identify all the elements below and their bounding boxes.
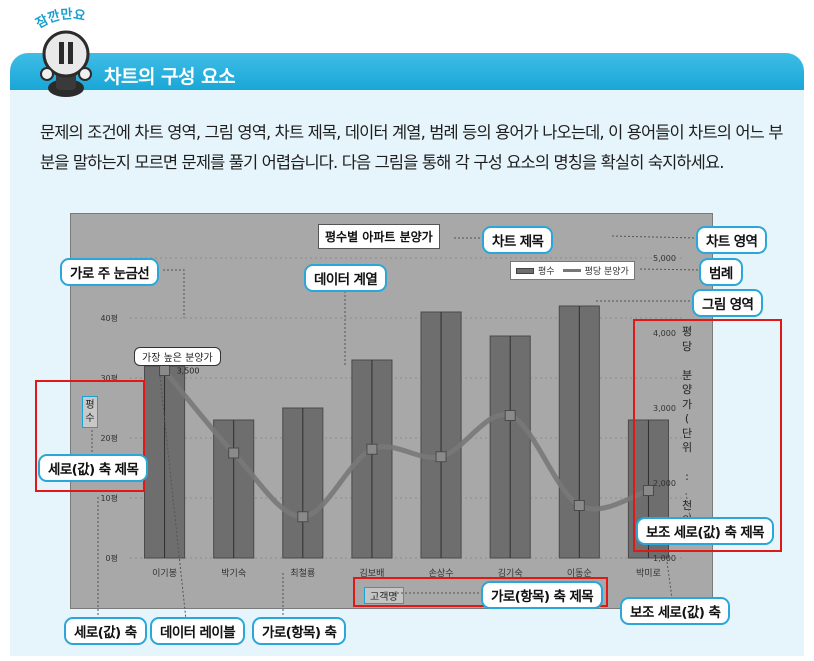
- line-marker: [642, 485, 654, 496]
- value-axis-title-char: 평: [85, 400, 95, 411]
- callout-category-axis: 가로(항목) 축: [252, 617, 347, 645]
- y2-tick-label: 4,000: [653, 329, 676, 338]
- gridlines: [130, 257, 683, 559]
- highlight-secondary-axis-title: [633, 319, 782, 552]
- secondary-axis-title-char: :: [685, 470, 689, 483]
- secondary-axis-title-char: 평: [681, 325, 693, 338]
- y-tick-label: 40평: [100, 313, 118, 323]
- line-marker: [297, 511, 309, 523]
- secondary-axis-title-char: 가: [681, 397, 693, 411]
- line-marker: [435, 451, 447, 463]
- y2-tick-label: 3,000: [653, 404, 676, 413]
- data-label-text: 가장 높은 분양가: [134, 347, 221, 366]
- legend-item-line: 평당 분양가: [584, 267, 629, 277]
- callout-data-label: 데이터 레이블: [150, 617, 246, 645]
- y-tick-label: 30평: [100, 373, 118, 383]
- secondary-axis-title-char: 분: [681, 368, 693, 382]
- line-marker: [159, 365, 171, 376]
- y-tick-label: 20평: [100, 433, 118, 443]
- y-tick-label: 0평: [106, 553, 118, 563]
- x-tick-label: 박미로: [636, 568, 661, 579]
- secondary-axis-title-char: 양: [681, 383, 693, 396]
- section-header-bar: [10, 53, 804, 93]
- line-marker: [228, 447, 240, 459]
- callout-plot-area: 그림 영역: [692, 289, 764, 317]
- line-marker: [504, 410, 516, 421]
- x-tick-label: 손상수: [429, 568, 454, 579]
- section-title: 차트의 구성 요소: [104, 66, 236, 88]
- chart-title: 평수별 아파트 분양가: [318, 224, 440, 249]
- callout-secondary-value-axis-title: 보조 세로(값) 축 제목: [636, 517, 774, 545]
- callout-legend: 범례: [699, 258, 743, 286]
- secondary-axis-title-char: 당: [681, 339, 693, 353]
- secondary-axis-title-char: 위: [681, 441, 693, 454]
- x-tick-label: 박기숙: [221, 568, 246, 579]
- callout-major-gridline: 가로 주 눈금선: [60, 258, 160, 286]
- callout-chart-title: 차트 제목: [482, 226, 554, 254]
- highlight-category-axis-title: [353, 577, 608, 607]
- y-axis-ticks: 0평 10평 20평 30평 40평: [100, 313, 118, 563]
- category-axis-title: 고객명: [364, 587, 404, 604]
- line-marker: [573, 500, 585, 511]
- secondary-axis-title-char: 단: [681, 426, 693, 440]
- bar-series: [144, 305, 669, 559]
- mascot-illustration: 잠깐만요: [33, 6, 92, 97]
- callout-secondary-value-axis: 보조 세로(값) 축: [620, 597, 731, 625]
- y-tick-label: 10평: [100, 493, 118, 503]
- legend-item-bar: 평수: [538, 267, 555, 277]
- x-tick-label: 최철룡: [290, 568, 315, 579]
- intro-paragraph: 문제의 조건에 차트 영역, 그림 영역, 차트 제목, 데이터 계열, 범례 …: [40, 123, 783, 172]
- callout-category-axis-title: 가로(항목) 축 제목: [481, 581, 604, 609]
- callout-value-axis-title: 세로(값) 축 제목: [38, 454, 149, 482]
- legend-bar-swatch: [516, 267, 534, 274]
- legend-line-swatch: [562, 269, 581, 272]
- x-tick-label: 이기봉: [152, 568, 177, 579]
- callout-chart-area: 차트 영역: [696, 226, 768, 254]
- callout-data-series: 데이터 계열: [304, 264, 388, 292]
- line-markers: [159, 365, 654, 523]
- legend: 평수 평당 분양가: [510, 261, 635, 280]
- y2-tick-label: 5,000: [653, 254, 676, 263]
- line-marker: [366, 443, 378, 455]
- secondary-axis-title-char: (: [684, 412, 690, 425]
- x-tick-label: 이동순: [567, 568, 592, 579]
- x-tick-label: 김보배: [360, 567, 385, 579]
- y2-tick-label: 1,000: [653, 554, 676, 563]
- callout-value-axis: 세로(값) 축: [64, 617, 147, 645]
- data-label-value: 3,500: [177, 367, 200, 376]
- data-label-layer: 3,500: [177, 367, 200, 376]
- highlight-value-axis-title: [35, 380, 145, 492]
- mascot: 잠깐만요: [28, 4, 108, 100]
- x-tick-label: 김기숙: [498, 567, 523, 579]
- y2-tick-label: 2,000: [653, 479, 676, 488]
- y2-axis-ticks: 1,000 2,000 3,000 4,000 5,000: [653, 254, 676, 563]
- value-axis-title-char: 수: [85, 413, 95, 424]
